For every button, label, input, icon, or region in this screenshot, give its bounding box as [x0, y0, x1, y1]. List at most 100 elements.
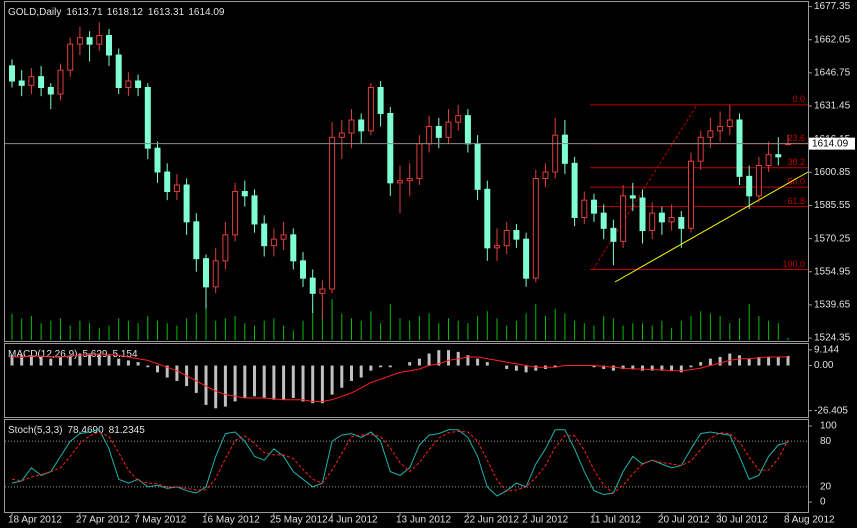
candle-body — [474, 143, 481, 190]
x-tick-label: 22 Jun 2012 — [464, 515, 519, 526]
macd-bar — [330, 365, 334, 395]
macd-bar — [670, 365, 674, 371]
header-value: 81.2345 — [109, 425, 146, 436]
macd-bar — [223, 365, 227, 407]
candle-body — [591, 199, 597, 214]
y-tick-label: 1539.65 — [814, 300, 851, 311]
macd-bar — [20, 355, 24, 366]
macd-bar — [165, 365, 169, 378]
candle-body — [9, 65, 15, 82]
stoch-pane — [4, 419, 809, 513]
candle-body — [542, 171, 549, 179]
x-tick-label: 13 Jun 2012 — [396, 515, 451, 526]
candle-body — [503, 230, 510, 247]
macd-bar — [485, 362, 489, 366]
candle-body — [523, 238, 530, 279]
candle-body — [232, 191, 239, 236]
macd-bar — [243, 365, 247, 399]
x-tick-label: 4 Jun 2012 — [328, 515, 378, 526]
pane-header: GOLD,Daily 1613.71 1618.12 1613.31 1614.09 — [8, 7, 225, 18]
macd-bar — [408, 362, 412, 366]
macd-bar — [437, 350, 441, 366]
macd-bar — [417, 358, 421, 366]
candle-body — [620, 195, 627, 242]
macd-bar — [689, 365, 693, 368]
header-value: 1613.31 — [148, 7, 185, 18]
candle-body — [154, 147, 161, 173]
candle-body — [765, 154, 772, 167]
candle-body — [300, 260, 306, 279]
candle-body — [173, 184, 180, 192]
x-tick-label: 2 Jul 2012 — [522, 515, 569, 526]
macd-bar — [524, 365, 528, 373]
candle-body — [610, 227, 617, 242]
fib-label: 50.0 — [787, 177, 805, 187]
header-value: 1618.12 — [107, 7, 144, 18]
macd-bar — [301, 365, 305, 402]
y-tick-label: -26.405 — [814, 405, 848, 416]
macd-bar — [214, 365, 218, 409]
candle-body — [367, 87, 374, 132]
candle-body — [736, 119, 743, 177]
candle-body — [280, 234, 287, 240]
macd-bar — [708, 358, 712, 366]
macd-bar — [621, 365, 625, 369]
candle-body — [377, 87, 384, 114]
header-title: GOLD,Daily — [8, 7, 61, 18]
candle-body — [319, 288, 326, 294]
candle-body — [717, 126, 724, 132]
candle-body — [697, 136, 704, 162]
header-value: 78.4690 — [67, 425, 104, 436]
main-pane — [4, 1, 809, 342]
candle-body — [212, 260, 219, 288]
macd-bar — [650, 365, 654, 371]
candle-body — [106, 35, 112, 56]
fib-label: 38.2 — [787, 157, 805, 167]
macd-bar — [146, 365, 150, 368]
x-tick-label: 20 Jul 2012 — [658, 515, 710, 526]
macd-bar — [311, 365, 315, 404]
macd-bar — [631, 365, 635, 369]
macd-bar — [379, 365, 383, 368]
price-box — [809, 137, 855, 150]
macd-bar — [175, 365, 179, 381]
fib-label: 100.0 — [782, 259, 805, 269]
macd-bar — [553, 365, 557, 368]
pane-header: Stoch(5,3,3) 78.4690 81.2345 — [8, 425, 145, 436]
candle-body — [513, 230, 520, 240]
macd-pane — [4, 343, 809, 418]
candle-body — [270, 238, 277, 247]
macd-bar — [194, 365, 198, 393]
macd-bar — [78, 353, 82, 366]
candle-body — [658, 212, 665, 223]
macd-bar — [466, 355, 470, 366]
candle-body — [261, 223, 268, 247]
macd-bar — [39, 356, 43, 366]
macd-bar — [359, 365, 363, 378]
candle-body — [571, 162, 578, 218]
candle-body — [222, 234, 229, 262]
candle-body — [203, 258, 209, 288]
candle-body — [494, 245, 500, 249]
macd-bar — [88, 353, 92, 366]
y-tick-label: 1631.45 — [814, 101, 851, 112]
candle-body — [47, 87, 54, 95]
macd-bar — [340, 365, 344, 388]
macd-bar — [29, 355, 33, 366]
candle-body — [358, 119, 365, 132]
macd-bar — [49, 358, 53, 366]
candle-body — [629, 195, 636, 199]
macd-bar — [505, 365, 509, 369]
candle-body — [86, 37, 93, 45]
candle-body — [76, 37, 83, 45]
x-tick-label: 30 Jul 2012 — [716, 515, 768, 526]
y-tick-label: 100 — [820, 421, 837, 432]
candle-body — [397, 180, 403, 184]
macd-bar — [660, 365, 664, 371]
candle-body — [28, 76, 35, 86]
y-tick-label: 1662.05 — [814, 34, 851, 45]
header-value: 1613.71 — [66, 7, 103, 18]
macd-bar — [126, 360, 130, 366]
